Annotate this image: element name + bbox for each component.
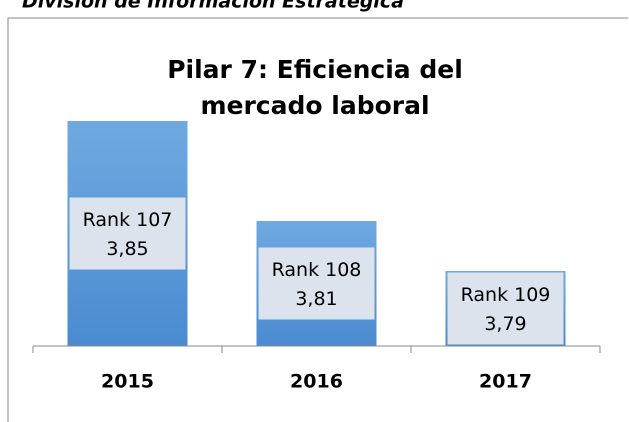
rank-label: Rank 108 [272,259,362,281]
x-tick-label: 2016 [290,371,343,393]
chart-title: Pilar 7: Eficiencia del mercado laboral [167,55,463,120]
data-label: 3,79 [484,313,526,335]
data-label-box [69,197,186,270]
data-label: 3,81 [295,288,337,310]
rank-label: Rank 107 [83,209,173,231]
data-label-box [447,272,564,345]
rank-label: Rank 109 [461,284,551,306]
data-label-box [258,247,375,320]
x-tick-label: 2015 [101,371,154,393]
x-tick-label: 2017 [479,371,532,393]
frame [7,17,628,422]
header: División de Información Estratégica [22,0,404,13]
data-label: 3,85 [106,238,148,260]
